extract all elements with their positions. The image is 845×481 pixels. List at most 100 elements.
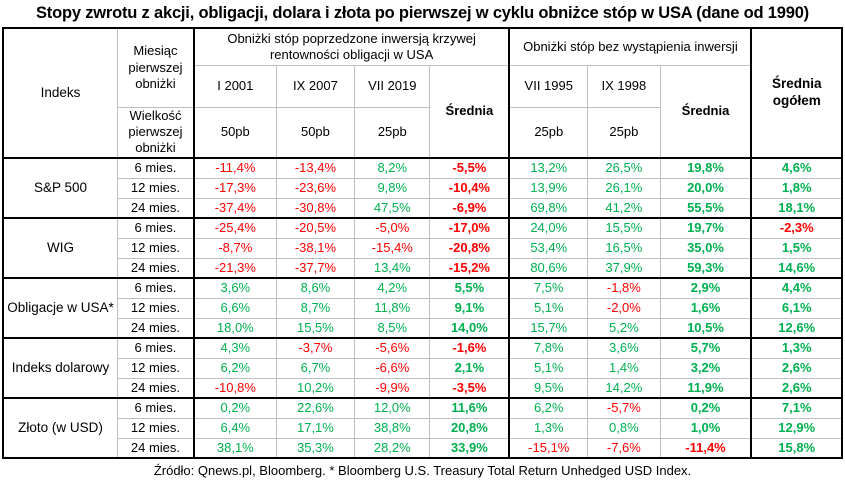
horizon-cell: 24 mies. — [117, 437, 195, 459]
horizon-cell: 6 mies. — [117, 397, 195, 419]
row-group-label: Obligacje w USA* — [2, 277, 119, 339]
value-cell: -17,3% — [192, 177, 277, 199]
value-cell: 4,3% — [192, 337, 277, 359]
value-cell: 12,6% — [750, 317, 843, 339]
table-header: Indeks Miesiąc pierwszej obniżki Obniżki… — [2, 27, 843, 159]
table-row: Indeks dolarowy 6 mies. 4,3% -3,7% -5,6% -1,6… — [2, 337, 843, 399]
value-cell: 59,3% — [659, 257, 752, 279]
value-cell: 38,8% — [354, 417, 431, 439]
value-cell: 2,9% — [659, 277, 752, 299]
row-group-label: S&P 500 — [2, 157, 119, 219]
value-cell: 13,4% — [354, 257, 431, 279]
table-row: 12 mies. -17,3% -23,6% 9,8% -10,4% 13,9% 26,1%… — [3, 177, 843, 199]
value-cell: -2,3% — [750, 217, 843, 239]
horizon-cell: 12 mies. — [117, 357, 195, 379]
col-header-overall-average: Średnia ogółem — [750, 27, 843, 159]
value-cell: 15,8% — [750, 437, 843, 459]
value-cell: 6,6% — [192, 297, 277, 319]
value-cell: 5,2% — [587, 317, 661, 339]
value-cell: 3,2% — [659, 357, 752, 379]
col-header-month-vii1995: VII 1995 — [508, 64, 589, 108]
value-cell: 3,6% — [192, 277, 277, 299]
value-cell: -1,8% — [587, 277, 661, 299]
value-cell: 22,6% — [275, 397, 356, 419]
value-cell: -20,5% — [275, 217, 356, 239]
value-cell: 5,5% — [429, 277, 510, 299]
returns-table: Indeks Miesiąc pierwszej obniżki Obniżki… — [2, 27, 843, 459]
col-header-month-ix2007: IX 2007 — [275, 64, 356, 108]
col-header-indeks: Indeks — [2, 27, 119, 159]
value-cell: 1,6% — [659, 297, 752, 319]
value-cell: 7,1% — [750, 397, 843, 419]
col-header-month-vii2019: VII 2019 — [354, 64, 431, 108]
table-row: WIG 6 mies. -25,4% -20,5% -5,0% -17,0% 24,0% 15… — [2, 217, 843, 279]
value-cell: 4,2% — [354, 277, 431, 299]
value-cell: 11,9% — [659, 377, 752, 399]
value-cell: 13,9% — [508, 177, 589, 199]
horizon-cell: 6 mies. — [117, 277, 195, 299]
value-cell: -21,3% — [192, 257, 277, 279]
value-cell: 5,7% — [659, 337, 752, 359]
table-body: S&P 500 6 mies. -11,4% -13,4% 8,2% -5,5% 13,2%… — [2, 157, 843, 459]
horizon-cell: 12 mies. — [117, 297, 195, 319]
table-row: 12 mies. 6,6% 8,7% 11,8% 9,1% 5,1% -2,0% 1,6% 6,… — [3, 297, 843, 319]
col-header-first-cut-month: Miesiąc pierwszej obniżki — [117, 27, 195, 108]
value-cell: 18,1% — [750, 197, 843, 219]
value-cell: 2,6% — [750, 377, 843, 399]
value-cell: -37,4% — [192, 197, 277, 219]
page-title: Stopy zwrotu z akcji, obligacji, dolara … — [36, 4, 809, 22]
value-cell: 5,1% — [508, 357, 589, 379]
value-cell: 37,9% — [587, 257, 661, 279]
col-header-month-i2001: I 2001 — [192, 64, 277, 108]
value-cell: 17,1% — [275, 417, 356, 439]
col-header-size-2: 50pb — [275, 106, 356, 159]
table-row: Obligacje w USA* 6 mies. 3,6% 8,6% 4,2% 5,5% 7… — [2, 277, 843, 339]
horizon-cell: 6 mies. — [117, 157, 195, 179]
value-cell: 14,2% — [587, 377, 661, 399]
value-cell: 10,2% — [275, 377, 356, 399]
value-cell: 9,5% — [508, 377, 589, 399]
value-cell: 6,4% — [192, 417, 277, 439]
value-cell: 16,5% — [587, 237, 661, 259]
value-cell: 1,4% — [587, 357, 661, 379]
value-cell: 41,2% — [587, 197, 661, 219]
value-cell: -9,9% — [354, 377, 431, 399]
horizon-cell: 12 mies. — [117, 177, 195, 199]
value-cell: 11,6% — [429, 397, 510, 419]
value-cell: 2,1% — [429, 357, 510, 379]
value-cell: -11,4% — [659, 437, 752, 459]
row-group-label: Złoto (w USD) — [2, 397, 119, 459]
value-cell: 7,5% — [508, 277, 589, 299]
value-cell: -37,7% — [275, 257, 356, 279]
value-cell: -5,7% — [587, 397, 661, 419]
value-cell: 53,4% — [508, 237, 589, 259]
value-cell: 28,2% — [354, 437, 431, 459]
value-cell: 14,6% — [750, 257, 843, 279]
col-header-first-cut-size: Wielkość pierwszej obniżki — [117, 106, 195, 159]
value-cell: -20,8% — [429, 237, 510, 259]
value-cell: 5,1% — [508, 297, 589, 319]
value-cell: 1,8% — [750, 177, 843, 199]
value-cell: 20,0% — [659, 177, 752, 199]
horizon-cell: 24 mies. — [117, 317, 195, 339]
value-cell: -1,6% — [429, 337, 510, 359]
value-cell: -6,6% — [354, 357, 431, 379]
value-cell: -15,4% — [354, 237, 431, 259]
table-row: 24 mies. -10,8% 10,2% -9,9% -3,5% 9,5% 14,2% 11… — [3, 377, 843, 399]
value-cell: 0,2% — [659, 397, 752, 419]
value-cell: -11,4% — [192, 157, 277, 179]
value-cell: 18,0% — [192, 317, 277, 339]
row-group-label: Indeks dolarowy — [2, 337, 119, 399]
value-cell: 35,3% — [275, 437, 356, 459]
col-header-size-3: 25pb — [354, 106, 431, 159]
value-cell: -15,2% — [429, 257, 510, 279]
value-cell: 1,3% — [750, 337, 843, 359]
value-cell: -3,7% — [275, 337, 356, 359]
value-cell: 4,4% — [750, 277, 843, 299]
value-cell: -13,4% — [275, 157, 356, 179]
value-cell: -3,5% — [429, 377, 510, 399]
table-row: 24 mies. -37,4% -30,8% 47,5% -6,9% 69,8% 41,2%… — [3, 197, 843, 219]
value-cell: 9,8% — [354, 177, 431, 199]
col-header-month-ix1998: IX 1998 — [587, 64, 661, 108]
table-row: Złoto (w USD) 6 mies. 0,2% 22,6% 12,0% 11,6% 6… — [2, 397, 843, 459]
